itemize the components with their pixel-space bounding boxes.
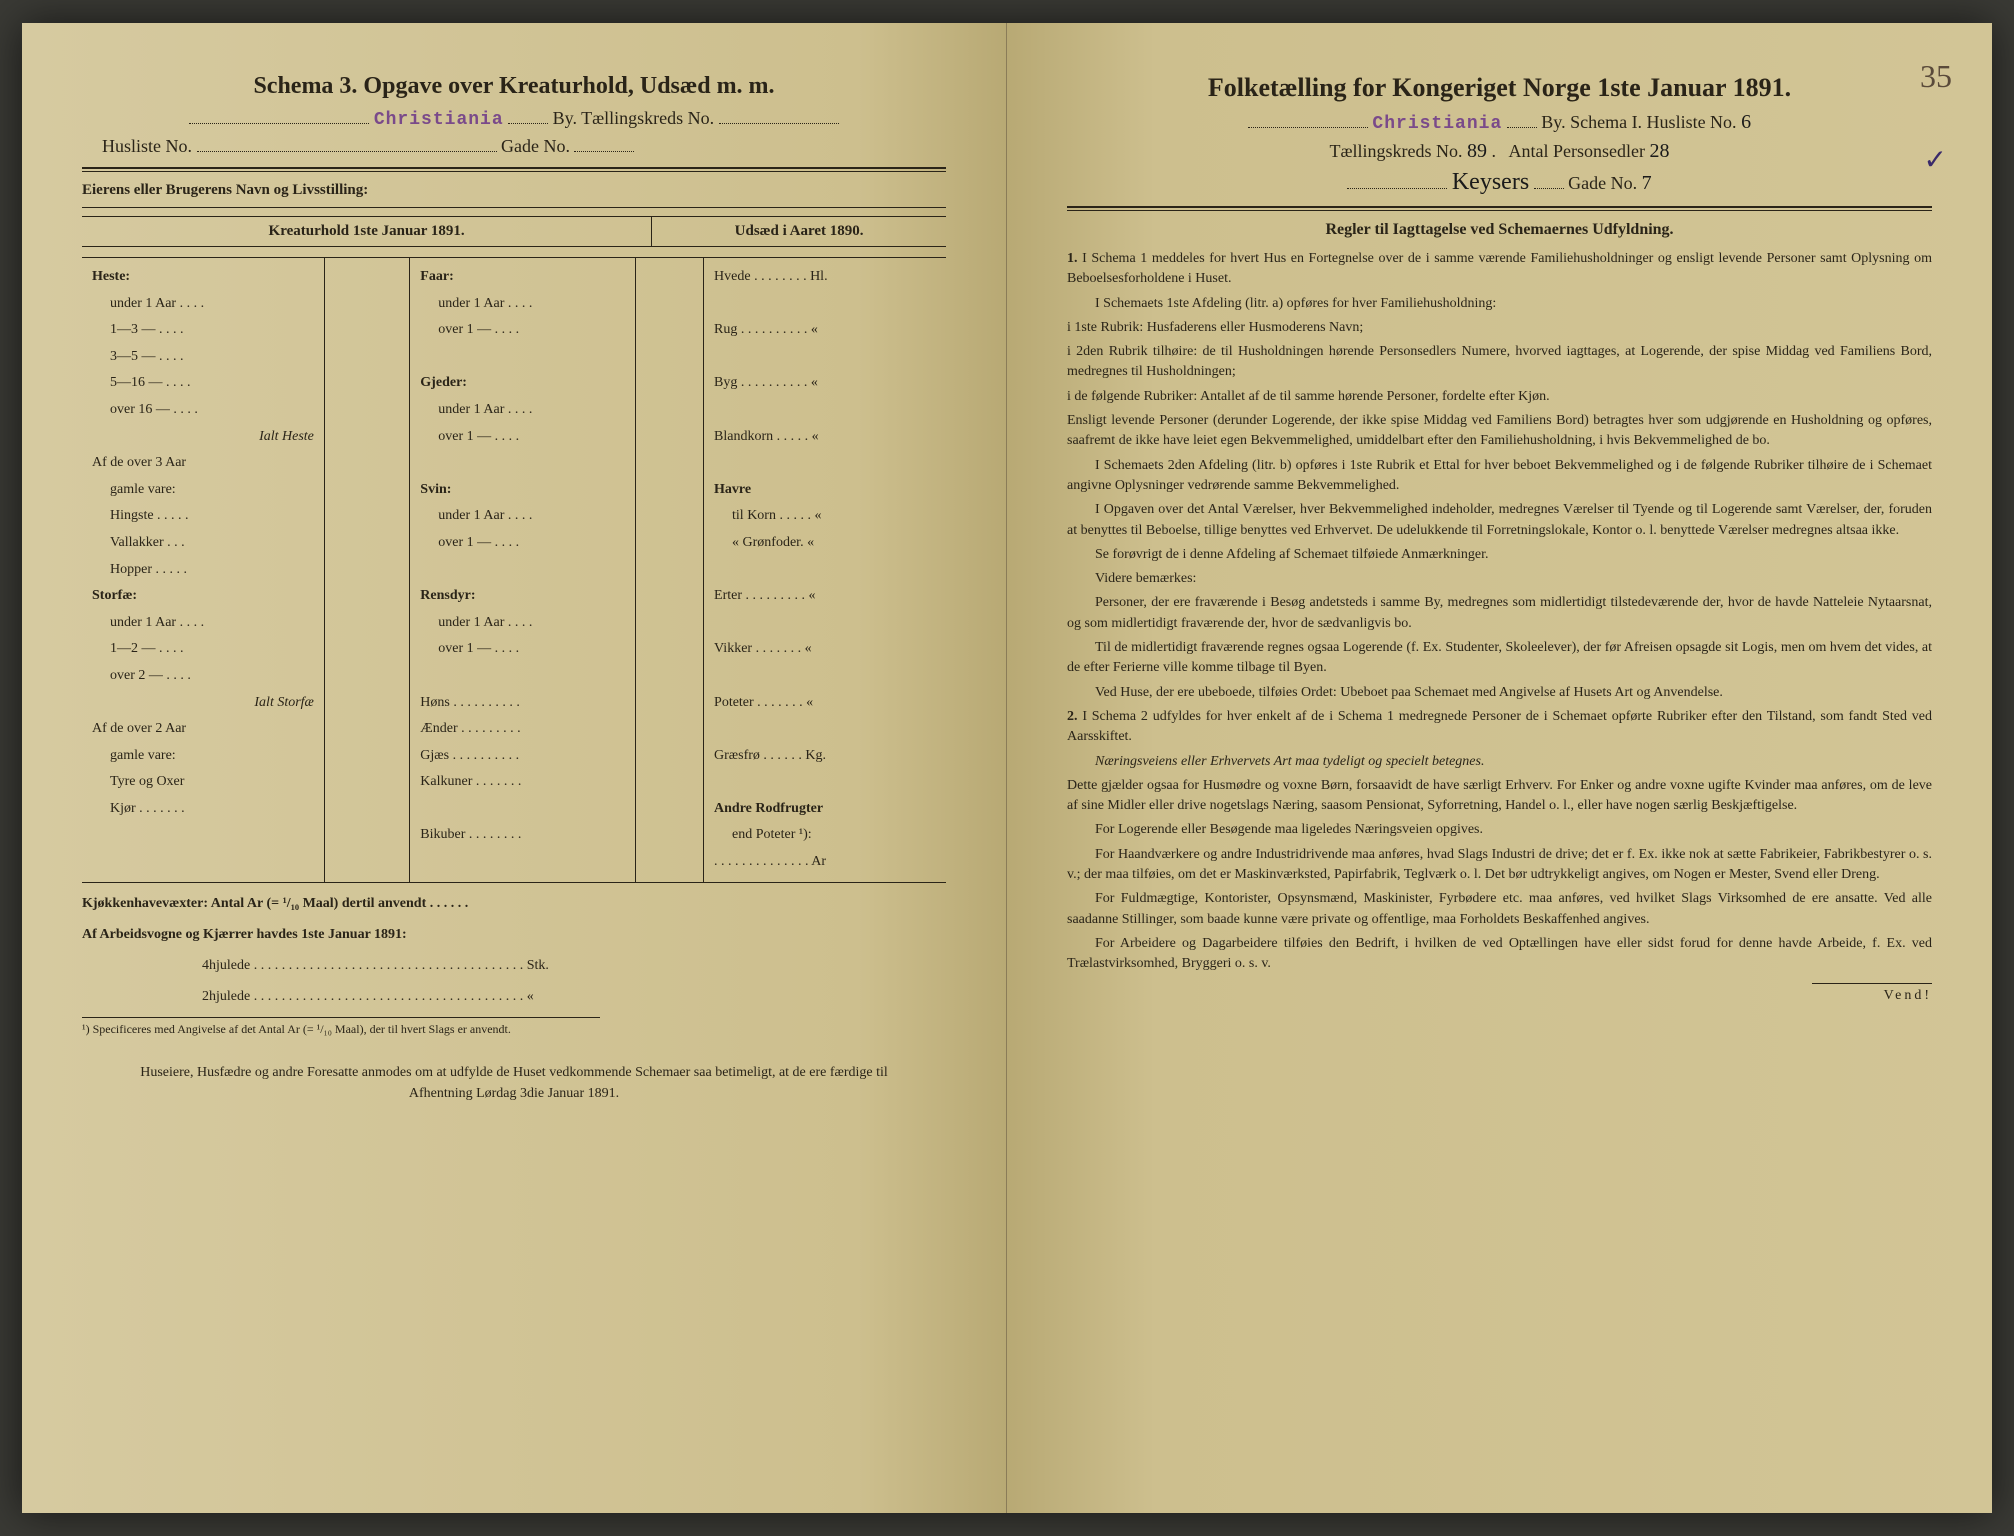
gade-no: 7 — [1642, 172, 1652, 194]
by-label-left: By. Tællingskreds No. — [553, 108, 715, 128]
gade-line-right: Keysers Gade No. 7 — [1067, 169, 1932, 196]
husliste-line: Husliste No. Gade No. — [82, 136, 946, 157]
taelling-line: Tællingskreds No. 89 . Antal Personsedle… — [1067, 140, 1932, 163]
kreatur-header: Kreaturhold 1ste Januar 1891. — [82, 217, 652, 247]
divider — [1067, 206, 1932, 211]
gade-label-left: Gade No. — [501, 136, 570, 156]
right-page: 35 Folketælling for Kongeriget Norge 1st… — [1007, 23, 1992, 1513]
schema3-title: Schema 3. Opgave over Kreaturhold, Udsæd… — [82, 73, 946, 100]
page-number: 35 — [1920, 58, 1952, 95]
census-book-spread: Schema 3. Opgave over Kreaturhold, Udsæd… — [22, 23, 1992, 1513]
antal-no: 28 — [1649, 140, 1669, 162]
city-stamp-right: Christiania — [1372, 114, 1502, 134]
vogne-line: Af Arbeidsvogne og Kjærrer havdes 1ste J… — [82, 924, 946, 945]
kjokken-line: Kjøkkenhavevæxter: Antal Ar (= ¹/₁₀ Maal… — [82, 893, 946, 914]
city-line: Christiania By. Tællingskreds No. — [82, 108, 946, 130]
gade-label-right: Gade No. — [1568, 173, 1637, 193]
city-line-right: Christiania By. Schema I. Husliste No. 6 — [1067, 111, 1932, 134]
taelling-no: 89 — [1467, 140, 1487, 162]
col-animals-1: Heste: under 1 Aar . . . . 1—3 — . . . .… — [82, 258, 324, 882]
hjul4: 4hjulede . . . . . . . . . . . . . . . .… — [82, 955, 946, 976]
by-label-right: By. Schema I. Husliste No. — [1541, 112, 1736, 132]
udsaed-header: Udsæd i Aaret 1890. — [652, 217, 946, 247]
city-stamp-left: Christiania — [374, 110, 504, 130]
husliste-label-left: Husliste No. — [102, 136, 192, 156]
col-animals-2: Faar: under 1 Aar . . . . over 1 — . . .… — [410, 258, 635, 882]
rules-body: 1. I Schema 1 meddeles for hvert Hus en … — [1067, 249, 1932, 975]
taelling-label: Tællingskreds No. — [1330, 141, 1463, 161]
checkmark-icon: ✓ — [1924, 143, 1947, 177]
owner-label: Eierens eller Brugerens Navn og Livsstil… — [82, 182, 946, 199]
hjul2: 2hjulede . . . . . . . . . . . . . . . .… — [82, 986, 946, 1007]
col-blank-2 — [635, 258, 704, 882]
census-title: Folketælling for Kongeriget Norge 1ste J… — [1067, 73, 1932, 103]
closing-text: Huseiere, Husfædre og andre Foresatte an… — [82, 1062, 946, 1104]
divider — [82, 207, 946, 208]
gade-hand: Keysers — [1452, 169, 1529, 195]
col-seeds: Hvede . . . . . . . . Hl. Rug . . . . . … — [704, 258, 946, 882]
footnote: ¹) Specificeres med Angivelse af det Ant… — [82, 1017, 600, 1037]
col-blank-1 — [324, 258, 410, 882]
divider — [82, 167, 946, 172]
vend-label: Vend! — [1812, 983, 1932, 1004]
table-headers: Kreaturhold 1ste Januar 1891. Udsæd i Aa… — [82, 216, 946, 247]
rules-title: Regler til Iagttagelse ved Schemaernes U… — [1067, 221, 1932, 239]
left-page: Schema 3. Opgave over Kreaturhold, Udsæd… — [22, 23, 1007, 1513]
antal-label: Antal Personsedler — [1509, 141, 1645, 161]
husliste-no: 6 — [1741, 111, 1751, 133]
livestock-table: Heste: under 1 Aar . . . . 1—3 — . . . .… — [82, 257, 946, 883]
